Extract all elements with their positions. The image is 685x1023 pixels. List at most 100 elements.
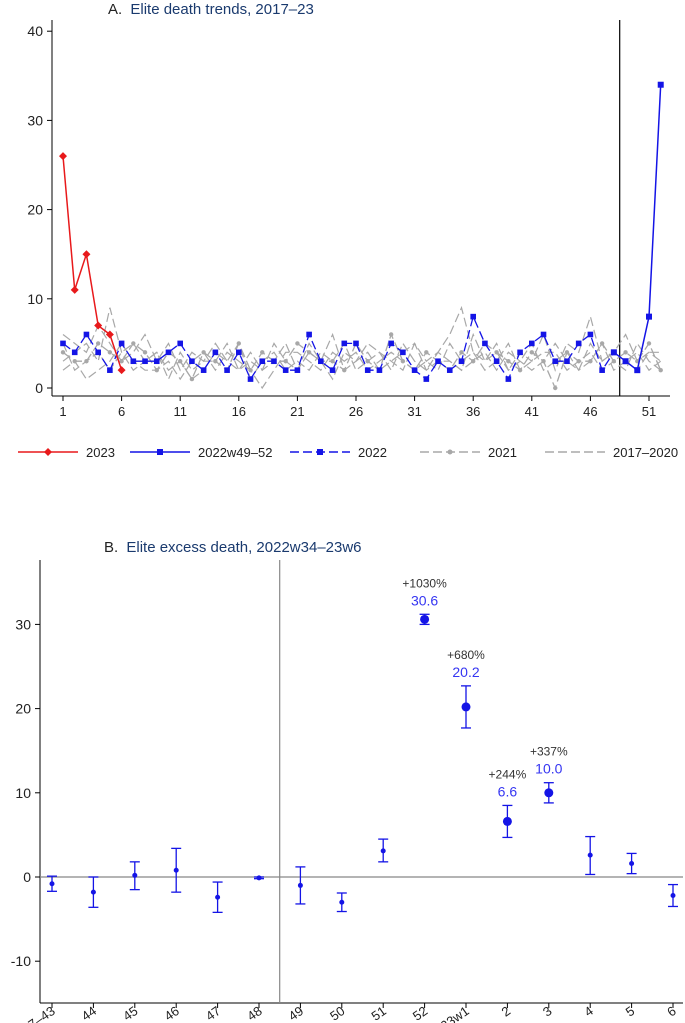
panel-b-annotations: 30.6 +1030% 20.2 +680% 6.6 +244% 10.0 +337% [402,576,568,799]
point-2021 [236,341,241,346]
point-2021 [72,359,77,364]
x-tick-label: 4 [581,1003,596,1019]
x-tick-label: 44 [79,1003,99,1023]
point-2021 [119,359,124,364]
y-tick-label: 20 [27,202,43,218]
line-2023 [62,156,123,371]
x-tick-label: 6 [118,404,125,419]
point-2022 [236,349,242,356]
point-2021 [494,350,499,355]
point-2022 [423,376,430,382]
x-tick-label: 11 [173,404,187,419]
point-2022 [540,331,547,338]
point-2023 [59,152,67,161]
estimate-point [256,875,262,881]
point-2022 [107,367,113,373]
point-2022 [529,340,535,347]
x-tick-label: 47 [203,1003,223,1023]
x-tick-label: 5 [623,1003,638,1019]
point-2022 [435,358,441,365]
panel-b-chart: B. Elite excess death, 2022w34–23w6 -10 0… [6,539,683,1023]
estimate-point [670,893,676,899]
estimate-point [380,848,386,854]
y-tick-label: 10 [15,785,31,801]
annotation-value: 20.2 [452,664,479,680]
point-2022 [60,340,66,347]
point-2022 [575,340,582,347]
point-2022 [329,367,336,373]
point-2021 [283,359,288,364]
point-2022 [564,358,570,365]
point-2022 [517,349,523,356]
panel-a-legend: 2023 2022w49–52 2022 2021 2017–2020 [18,445,678,460]
point-2022 [130,358,137,365]
point-2022 [411,367,418,373]
point-2021 [459,350,464,355]
point-2022 [599,367,605,373]
y-tick-label: 20 [15,701,31,717]
point-2022w49-52 [657,81,664,88]
point-2022w49-52 [610,349,617,356]
estimate-point [339,899,345,905]
estimate-point [90,889,96,895]
estimate-point [587,852,593,858]
point-2022 [200,367,207,373]
point-2021 [84,359,89,364]
y-tick-label: -10 [11,953,31,969]
point-2021 [424,350,429,355]
point-2022 [318,358,324,365]
point-2021 [330,359,335,364]
y-tick-label: 0 [23,869,31,885]
point-2022 [552,358,559,365]
panel-a-chart: A. Elite death trends, 2017–23 0 10 20 30 40… [18,1,678,460]
line-2017-2020 [62,307,662,381]
point-2022w49-52 [622,358,629,365]
x-tick-label: 23w1 [438,1003,472,1023]
point-2022 [177,340,183,347]
line-2021 [62,332,662,390]
legend-label: 2022w49–52 [198,445,272,460]
x-tick-label: 50 [327,1003,347,1023]
point-2021 [178,359,183,364]
legend-label: 2021 [488,445,517,460]
svg-text:B. Elite excess death, 2: B. Elite excess death, 2022w34–23w6 [104,539,362,556]
point-2021 [107,350,113,355]
point-2021 [646,341,652,346]
point-2022 [224,367,230,373]
point-2021 [201,350,206,355]
point-2021 [658,367,663,373]
y-tick-label: 10 [27,291,43,307]
annotation-percent: +244% [489,767,527,781]
estimate-point [215,894,221,900]
point-2022 [83,331,90,338]
point-2021 [213,359,218,364]
line-2022w49-52 [613,84,662,372]
point-2021 [154,367,159,373]
point-2022 [482,340,488,347]
point-2021 [553,385,558,391]
point-2021 [541,359,546,364]
x-tick-label: 26 [349,404,363,419]
x-tick-label: 51 [368,1003,388,1023]
point-2022 [189,358,195,365]
panel-b-letter: B. [104,539,118,556]
point-2021 [623,350,628,355]
x-tick-label: 21 [290,404,304,419]
x-tick-label: 41 [525,404,539,419]
point-2021 [506,359,511,364]
point-2022 [505,376,512,382]
annotation-value: 6.6 [498,783,518,799]
point-2022 [353,340,359,347]
point-2021 [517,367,523,373]
point-2023 [105,330,114,339]
panel-b-title: Elite excess death, 2022w34–23w6 [126,539,361,556]
point-2023 [94,321,103,330]
point-2021 [400,359,406,364]
x-tick-label: 46 [161,1003,181,1023]
point-2021 [576,359,581,364]
annotation-percent: +680% [447,648,485,662]
point-2021 [142,350,148,355]
panel-b-points [47,613,678,914]
y-tick-label: 40 [27,23,43,39]
